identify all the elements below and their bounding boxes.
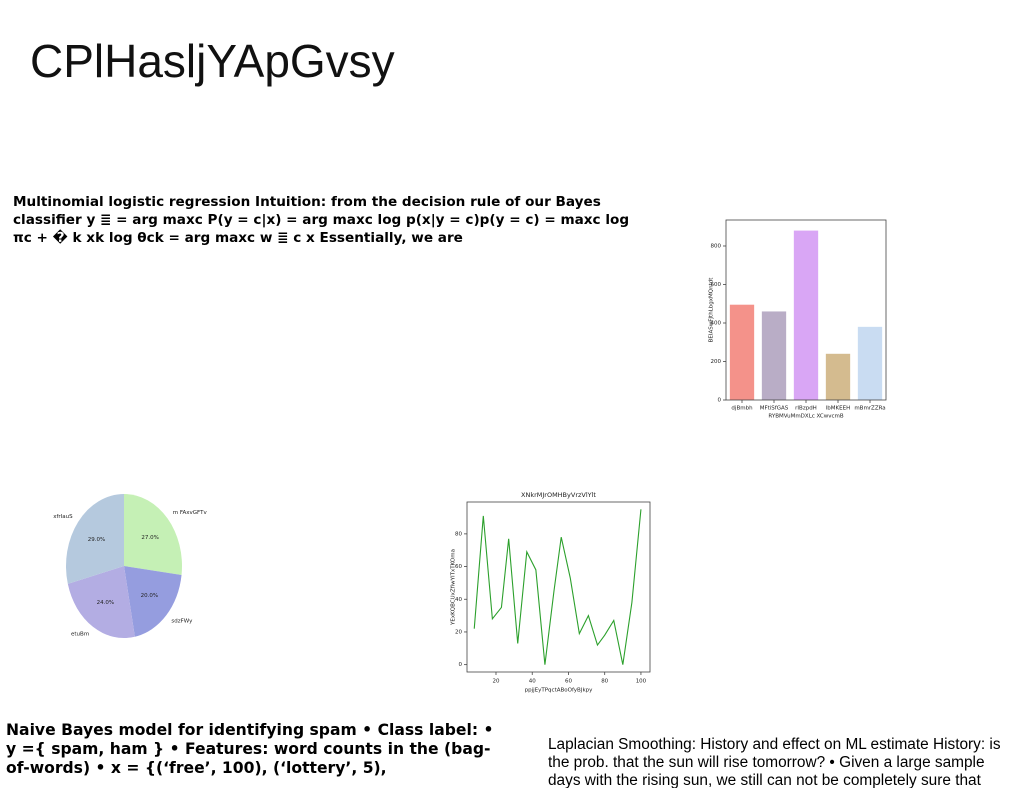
plot-frame [725,219,887,401]
y-tick-label: 400 [711,320,722,326]
y-tick-label: 20 [455,629,462,635]
x-tick-label: 40 [529,679,536,685]
bar [825,353,851,400]
x-axis-label: RYBMVuMmDXLc XCwvcmB [768,414,844,420]
x-tick-label: lbMKEEH [826,406,850,412]
line-series [473,509,642,665]
y-tick-label: 600 [711,282,722,288]
y-tick-label: 60 [455,564,462,570]
y-tick-label: 0 [459,662,463,668]
pie-slice [66,494,124,584]
x-tick-label: rIBzpdH [795,406,817,412]
y-tick-label: 80 [455,531,462,537]
bar [793,230,819,400]
x-tick-label: 100 [636,679,647,685]
y-axis-label: BEIASwFJthLbgxMQntdt [709,277,715,343]
bar [761,311,787,400]
text-block: Naive Bayes model for identifying spam •… [6,721,494,777]
pie-slice [67,566,135,638]
chart-title: XNkrMJrOMHByVrzVlYlt [521,491,596,499]
text-block: Laplacian Smoothing: History and effect … [548,736,1001,788]
slice-label: etuBm [71,632,89,638]
pie-slice [124,494,182,576]
y-tick-label: 200 [711,359,722,365]
slice-value-label: 27.0% [141,535,158,541]
x-tick-label: mBmrZZRa [854,406,885,412]
slice-value-label: 24.0% [97,600,114,606]
y-tick-label: 40 [455,597,462,603]
y-tick-label: 800 [711,243,722,249]
slice-label: m FAxvGFTv [173,510,208,516]
text-block: Multinomial logistic regression Intuitio… [13,194,630,246]
plot-frame [466,501,651,673]
slice-label: xfrIauS [53,514,73,520]
x-tick-label: 80 [601,679,608,685]
x-tick-label: 60 [565,679,572,685]
slice-value-label: 29.0% [88,537,105,543]
y-axis-label: YExKQBCUxZfiwYITxTKOma [451,549,457,626]
x-tick-label: MFtiSfGAS [760,406,789,412]
slice-label: sdzFWy [171,619,193,625]
bar [857,326,883,400]
bar [729,304,755,400]
x-tick-label: djBmbh [731,406,753,412]
x-tick-label: 20 [492,679,499,685]
slice-value-label: 20.0% [141,593,158,599]
pie-slice [124,566,182,637]
y-tick-label: 0 [718,398,722,404]
slide-title: CPlHasljYApGvsy [30,35,395,87]
x-axis-label: ppjjEyTPqctABoOfyBJkpy [525,688,594,694]
